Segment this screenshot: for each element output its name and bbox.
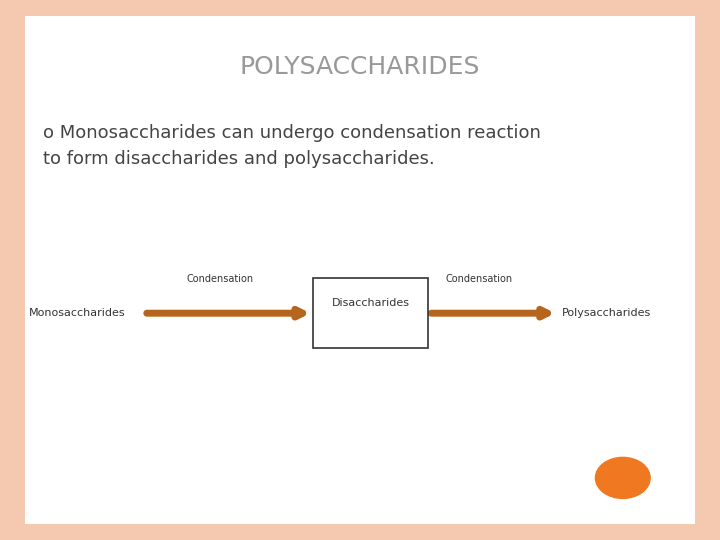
Circle shape xyxy=(595,457,650,498)
Text: Condensation: Condensation xyxy=(186,273,253,284)
Text: o Monosaccharides can undergo condensation reaction
to form disaccharides and po: o Monosaccharides can undergo condensati… xyxy=(43,124,541,168)
Text: Polysaccharides: Polysaccharides xyxy=(562,308,651,318)
Text: Disaccharides: Disaccharides xyxy=(332,298,410,308)
Text: Condensation: Condensation xyxy=(445,273,513,284)
Text: Monosaccharides: Monosaccharides xyxy=(29,308,125,318)
Bar xyxy=(313,278,428,348)
Text: POLYSACCHARIDES: POLYSACCHARIDES xyxy=(240,56,480,79)
